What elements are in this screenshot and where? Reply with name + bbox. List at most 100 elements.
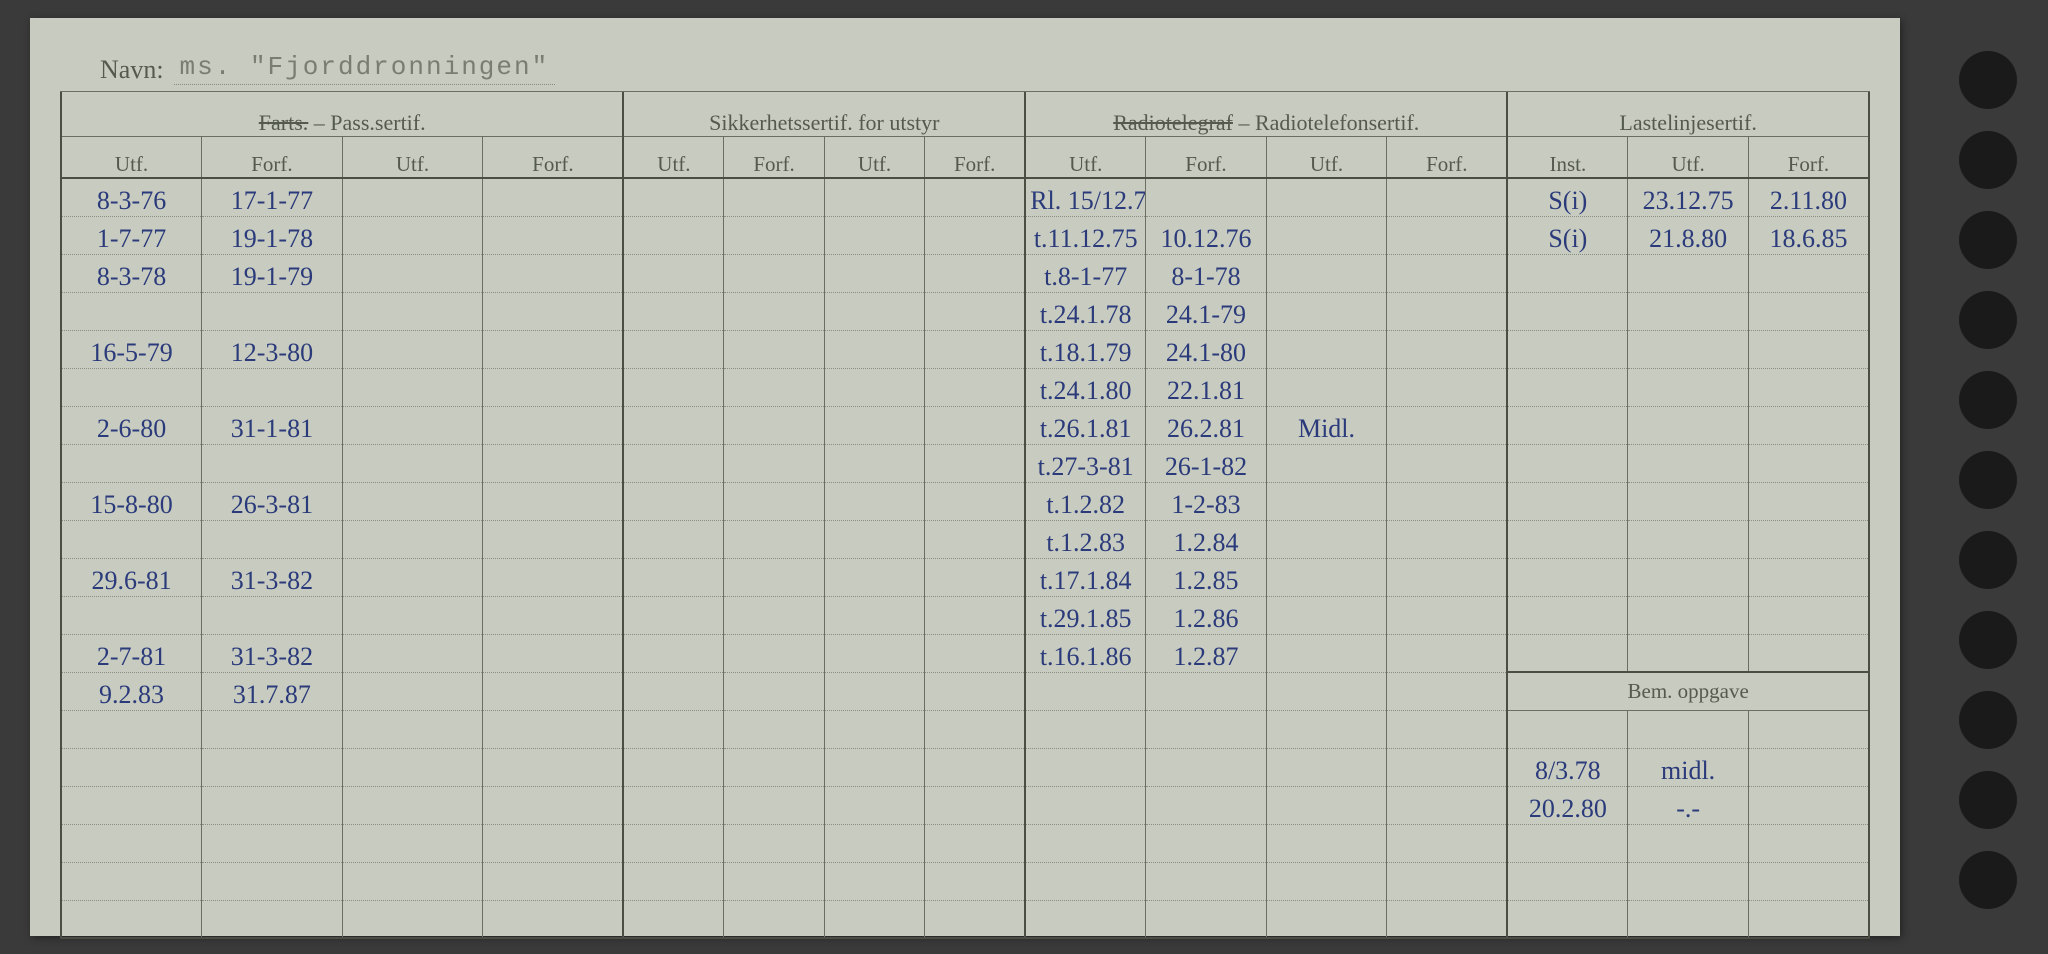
cell [724, 596, 824, 634]
cell: t.29.1.85 [1025, 596, 1146, 634]
cell [342, 444, 483, 482]
cell [1628, 520, 1749, 558]
cell [623, 330, 723, 368]
cell: 1-7-77 [61, 216, 202, 254]
cell [925, 824, 1025, 862]
cell [925, 558, 1025, 596]
cell [342, 482, 483, 520]
cell: t.18.1.79 [1025, 330, 1146, 368]
cell [483, 482, 624, 520]
cell [61, 900, 202, 938]
cell [623, 786, 723, 824]
punch-hole [1959, 771, 2017, 829]
table-row: t.27-3-8126-1-82 [61, 444, 1869, 482]
cell [925, 330, 1025, 368]
cell [623, 558, 723, 596]
cell [1266, 672, 1387, 710]
cell [925, 748, 1025, 786]
cell [1748, 634, 1869, 672]
cell [623, 406, 723, 444]
cell [1748, 520, 1869, 558]
col-utf: Utf. [61, 136, 202, 178]
cell: t.27-3-81 [1025, 444, 1146, 482]
cell [925, 368, 1025, 406]
col-utf: Utf. [1628, 136, 1749, 178]
cell [623, 900, 723, 938]
cell [1387, 824, 1508, 862]
cell [925, 444, 1025, 482]
cell [824, 634, 924, 672]
cell [483, 824, 624, 862]
cell [925, 786, 1025, 824]
cell: 20.2.80 [1507, 786, 1628, 824]
cell [1025, 710, 1146, 748]
cell [1748, 786, 1869, 824]
cell [724, 292, 824, 330]
cell [623, 520, 723, 558]
cell: 1-2-83 [1146, 482, 1267, 520]
table-row [61, 824, 1869, 862]
cell [1748, 444, 1869, 482]
cell [1507, 482, 1628, 520]
cell [1748, 862, 1869, 900]
punch-hole [1959, 371, 2017, 429]
table-row: 8-3-7819-1-79t.8-1-778-1-78 [61, 254, 1869, 292]
table-row: 8/3.78midl. [61, 748, 1869, 786]
cell [623, 368, 723, 406]
table-row: t.1.2.831.2.84 [61, 520, 1869, 558]
cell: 19-1-79 [202, 254, 343, 292]
punch-hole [1959, 851, 2017, 909]
cell [483, 634, 624, 672]
cell [1628, 558, 1749, 596]
cell: S(i) [1507, 178, 1628, 216]
cell [202, 900, 343, 938]
cell [724, 824, 824, 862]
cell [61, 862, 202, 900]
cell [623, 824, 723, 862]
cell [1025, 824, 1146, 862]
cell [1146, 748, 1267, 786]
cell [61, 520, 202, 558]
cell [61, 748, 202, 786]
table-row: 29.6-8131-3-82t.17.1.841.2.85 [61, 558, 1869, 596]
cell [1507, 900, 1628, 938]
cell: 17-1-77 [202, 178, 343, 216]
cell [342, 786, 483, 824]
cell [1146, 900, 1267, 938]
col-utf: Utf. [342, 136, 483, 178]
cell [623, 862, 723, 900]
cell [1387, 368, 1508, 406]
cell [1507, 862, 1628, 900]
cell [1507, 368, 1628, 406]
cell: 9.2.83 [61, 672, 202, 710]
punch-hole [1959, 531, 2017, 589]
cell [1266, 444, 1387, 482]
table-row: 2-6-8031-1-81t.26.1.8126.2.81Midl. [61, 406, 1869, 444]
cell [483, 786, 624, 824]
cell: 2-7-81 [61, 634, 202, 672]
cell [1025, 672, 1146, 710]
punch-hole [1959, 51, 2017, 109]
cell [724, 254, 824, 292]
cell [1387, 634, 1508, 672]
cell [925, 254, 1025, 292]
cell [483, 900, 624, 938]
cell [1387, 672, 1508, 710]
cell [342, 596, 483, 634]
cell [342, 900, 483, 938]
table-row: 20.2.80-.- [61, 786, 1869, 824]
cell: t.24.1.80 [1025, 368, 1146, 406]
cell [1387, 330, 1508, 368]
cell [1507, 710, 1628, 748]
cell [342, 178, 483, 216]
cell [824, 786, 924, 824]
punch-hole [1959, 131, 2017, 189]
cell [724, 748, 824, 786]
cell: t.24.1.78 [1025, 292, 1146, 330]
cell [824, 254, 924, 292]
cell [342, 710, 483, 748]
cell [483, 672, 624, 710]
cell [1387, 406, 1508, 444]
col-forf: Forf. [1146, 136, 1267, 178]
cell: 31.7.87 [202, 672, 343, 710]
